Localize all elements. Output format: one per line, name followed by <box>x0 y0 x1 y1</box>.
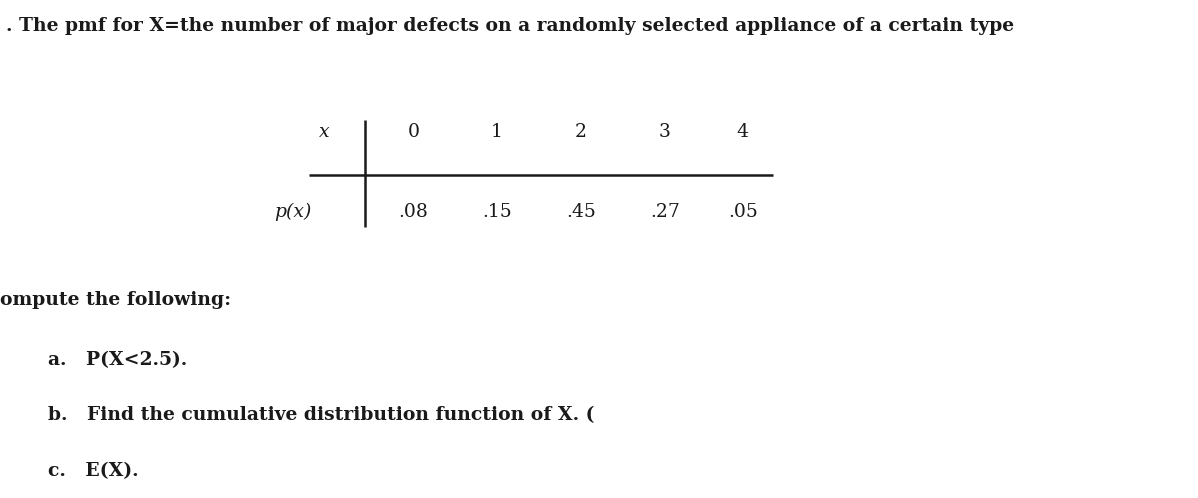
Text: p(x): p(x) <box>274 203 311 221</box>
Text: 4: 4 <box>737 123 749 141</box>
Text: .05: .05 <box>728 203 757 221</box>
Text: ompute the following:: ompute the following: <box>0 291 231 309</box>
Text: .27: .27 <box>651 203 679 221</box>
Text: 0: 0 <box>407 123 419 141</box>
Text: x: x <box>319 123 329 141</box>
Text: . The pmf for X=the number of major defects on a randomly selected appliance of : . The pmf for X=the number of major defe… <box>6 17 1015 35</box>
Text: .08: .08 <box>399 203 428 221</box>
Text: .45: .45 <box>567 203 595 221</box>
Text: b.   Find the cumulative distribution function of X. (: b. Find the cumulative distribution func… <box>48 406 594 424</box>
Text: .15: .15 <box>483 203 512 221</box>
Text: 2: 2 <box>575 123 587 141</box>
Text: 1: 1 <box>491 123 503 141</box>
Text: a.   P(X<2.5).: a. P(X<2.5). <box>48 351 187 369</box>
Text: c.   E(X).: c. E(X). <box>48 462 139 480</box>
Text: 3: 3 <box>659 123 671 141</box>
